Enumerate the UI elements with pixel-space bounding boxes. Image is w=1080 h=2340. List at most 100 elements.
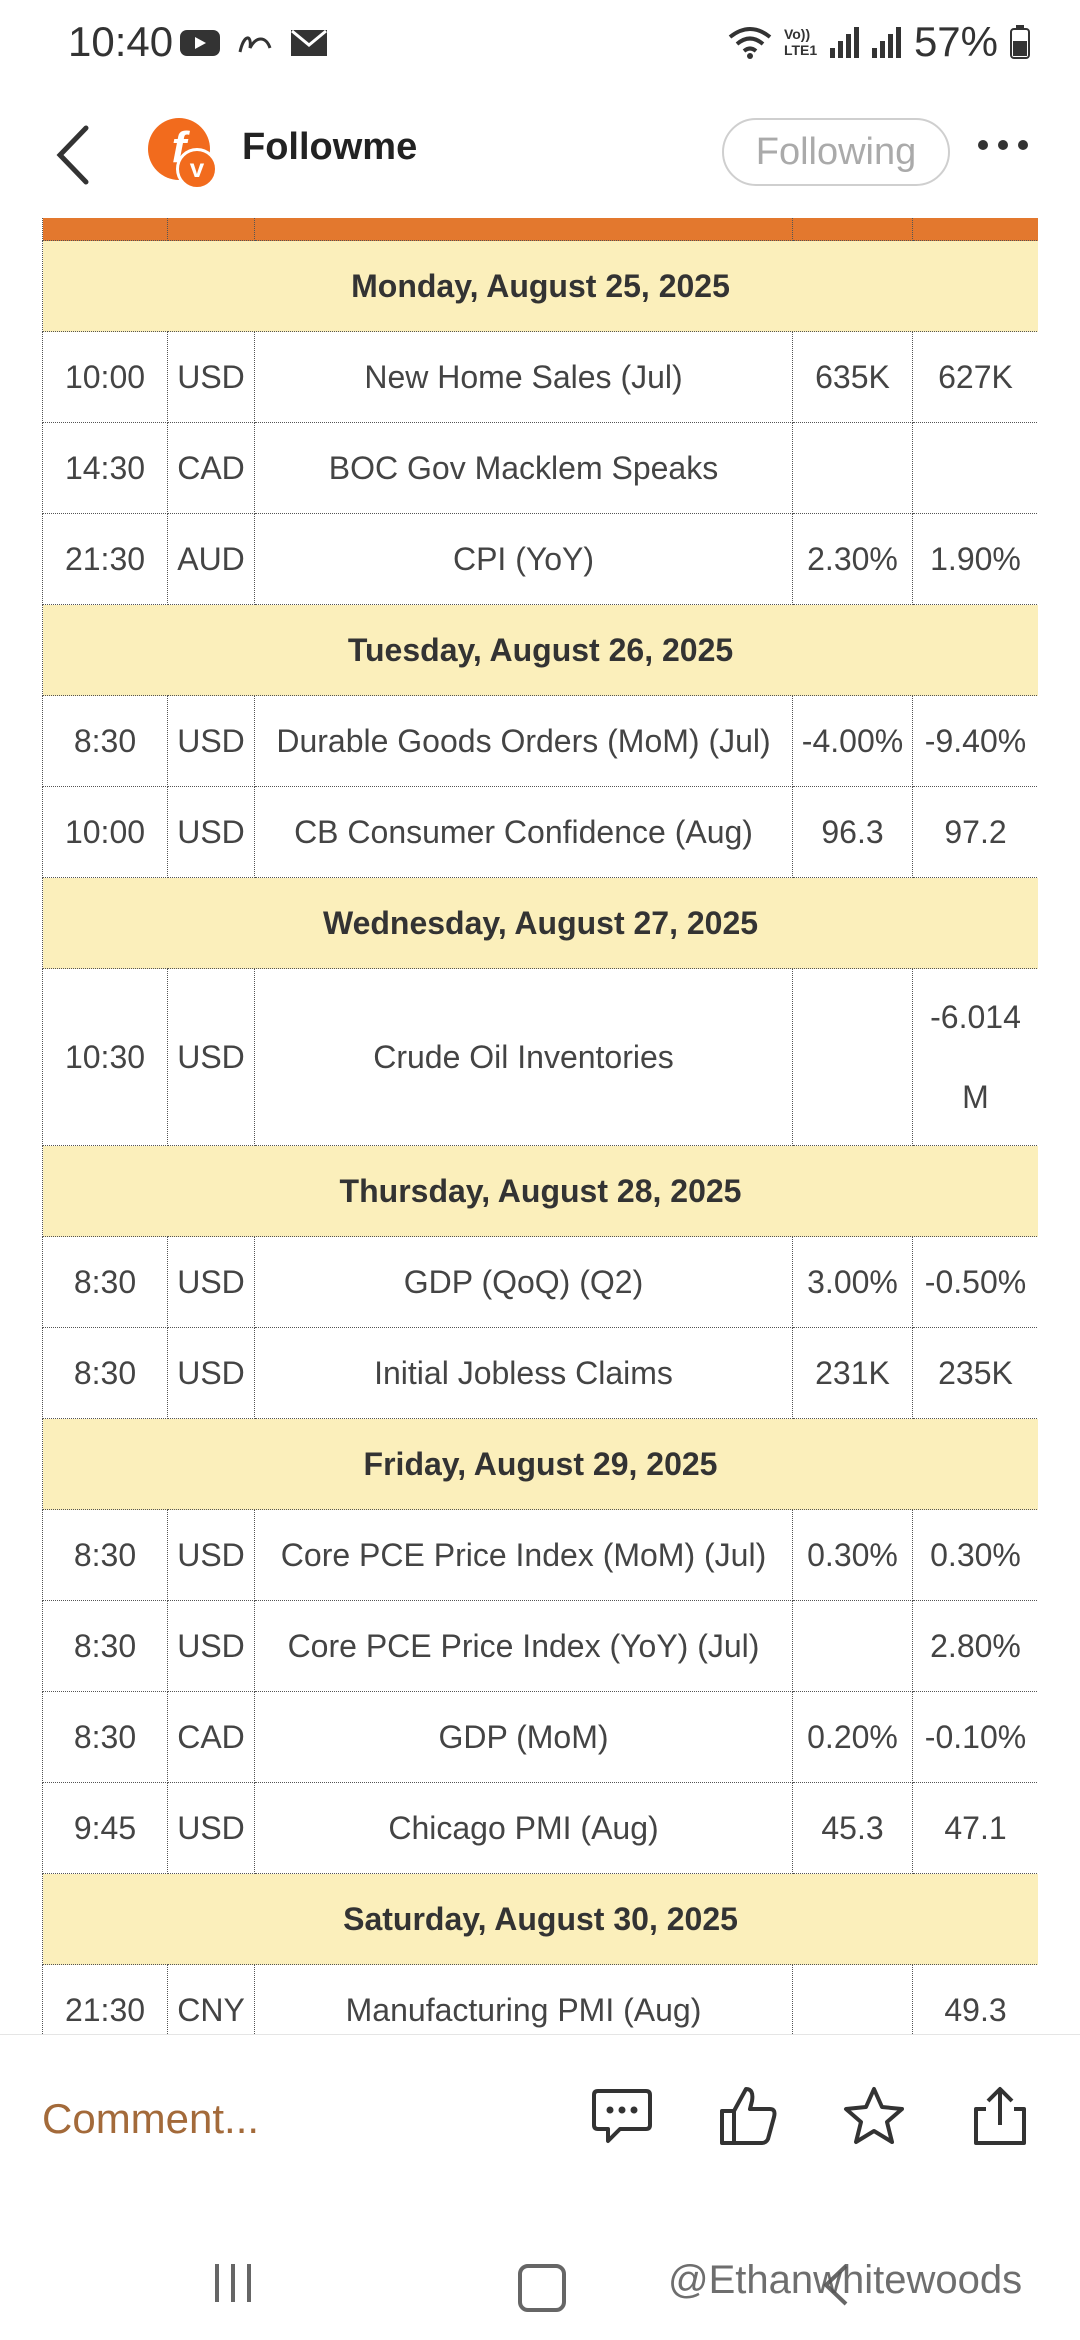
following-button[interactable]: Following (722, 118, 950, 186)
table-row: 10:30 USD Crude Oil Inventories -6.014 M (42, 968, 1038, 1146)
cell-time: 8:30 (42, 695, 168, 787)
signal-icon (829, 27, 859, 58)
cell-previous: -9.40% (912, 695, 1038, 787)
cell-event: CB Consumer Confidence (Aug) (254, 786, 793, 878)
cell-forecast: 96.3 (792, 786, 913, 878)
cell-event: GDP (QoQ) (Q2) (254, 1236, 793, 1328)
cell-currency: USD (167, 786, 255, 878)
like-icon[interactable] (716, 2085, 780, 2147)
cell-time: 21:30 (42, 513, 168, 605)
cell-previous: 235K (912, 1327, 1038, 1419)
back-arrow-icon[interactable] (48, 120, 98, 190)
more-options-icon[interactable] (978, 140, 1028, 150)
cell-time: 10:00 (42, 331, 168, 423)
cell-currency: USD (167, 1600, 255, 1692)
table-row: 8:30 CAD GDP (MoM) 0.20% -0.10% (42, 1691, 1038, 1783)
cell-time: 8:30 (42, 1691, 168, 1783)
page-title[interactable]: Followme (242, 126, 418, 168)
recent-apps-icon[interactable] (215, 2264, 251, 2302)
bottom-action-bar: Comment... (0, 2034, 1080, 2235)
cell-event: New Home Sales (Jul) (254, 331, 793, 423)
cell-time: 21:30 (42, 1964, 168, 2034)
status-bar: 10:40 Vo)) LTE1 57% (0, 0, 1080, 90)
table-row: 8:30 USD Core PCE Price Index (YoY) (Jul) 2… (42, 1600, 1038, 1692)
economic-calendar-table: Monday, August 25, 2025 10:00 USD New Home … (42, 218, 1038, 2034)
cell-previous: -0.10% (912, 1691, 1038, 1783)
cell-forecast: -4.00% (792, 695, 913, 787)
cell-previous: 627K (912, 331, 1038, 423)
cell-currency: USD (167, 1509, 255, 1601)
table-row: 9:45 USD Chicago PMI (Aug) 45.3 47.1 (42, 1782, 1038, 1874)
cell-previous: -0.50% (912, 1236, 1038, 1328)
day-label: Friday, August 29, 2025 (42, 1418, 1038, 1510)
table-row: 8:30 USD Core PCE Price Index (MoM) (Jul) 0… (42, 1509, 1038, 1601)
cell-currency: CNY (167, 1964, 255, 2034)
cell-forecast: 3.00% (792, 1236, 913, 1328)
cell-previous: -6.014 M (912, 968, 1038, 1146)
nav-back-icon[interactable] (820, 2262, 850, 2308)
system-nav-bar: @Ethanwhitewoods (0, 2234, 1080, 2340)
cell-event: Durable Goods Orders (MoM) (Jul) (254, 695, 793, 787)
cell-event: Crude Oil Inventories (254, 968, 793, 1146)
comment-icon[interactable] (590, 2085, 654, 2147)
cell-forecast: 0.20% (792, 1691, 913, 1783)
cell-event: GDP (MoM) (254, 1691, 793, 1783)
day-header-row: Tuesday, August 26, 2025 (42, 604, 1038, 696)
table-row: 8:30 USD Durable Goods Orders (MoM) (Jul) -… (42, 695, 1038, 787)
cell-currency: CAD (167, 1691, 255, 1783)
cell-currency: AUD (167, 513, 255, 605)
cell-forecast (792, 422, 913, 514)
share-icon[interactable] (968, 2085, 1032, 2147)
volte-icon: Vo)) LTE1 (783, 26, 818, 58)
favorite-icon[interactable] (842, 2085, 906, 2147)
table-row: 14:30 CAD BOC Gov Macklem Speaks (42, 422, 1038, 514)
cell-currency: CAD (167, 422, 255, 514)
cell-event: Core PCE Price Index (MoM) (Jul) (254, 1509, 793, 1601)
day-header-row: Saturday, August 30, 2025 (42, 1873, 1038, 1965)
cell-forecast: 2.30% (792, 513, 913, 605)
table-row: 21:30 AUD CPI (YoY) 2.30% 1.90% (42, 513, 1038, 605)
cell-time: 8:30 (42, 1327, 168, 1419)
cell-event: Manufacturing PMI (Aug) (254, 1964, 793, 2034)
cell-forecast: 45.3 (792, 1782, 913, 1874)
cell-event: BOC Gov Macklem Speaks (254, 422, 793, 514)
cell-time: 10:30 (42, 968, 168, 1146)
cell-currency: USD (167, 331, 255, 423)
day-label: Saturday, August 30, 2025 (42, 1873, 1038, 1965)
cell-forecast (792, 968, 913, 1146)
comment-input[interactable]: Comment... (42, 2095, 260, 2142)
battery-percent: 57% (913, 18, 998, 65)
table-row: 21:30 CNY Manufacturing PMI (Aug) 49.3 (42, 1964, 1038, 2034)
cell-time: 8:30 (42, 1509, 168, 1601)
cell-previous: 0.30% (912, 1509, 1038, 1601)
cell-previous: 1.90% (912, 513, 1038, 605)
cell-previous (912, 422, 1038, 514)
table-header-bar (42, 218, 1038, 241)
day-header-row: Wednesday, August 27, 2025 (42, 877, 1038, 969)
cell-previous: 49.3 (912, 1964, 1038, 2034)
cell-forecast: 231K (792, 1327, 913, 1419)
cell-currency: USD (167, 968, 255, 1146)
app-header: f v Followme Following (0, 100, 1080, 210)
home-icon[interactable] (518, 2264, 566, 2312)
verified-badge: v (176, 148, 218, 190)
cell-currency: USD (167, 1236, 255, 1328)
notification-icons (180, 28, 328, 58)
cell-event: CPI (YoY) (254, 513, 793, 605)
cell-previous: 47.1 (912, 1782, 1038, 1874)
cell-currency: USD (167, 695, 255, 787)
cell-forecast: 0.30% (792, 1509, 913, 1601)
cell-currency: USD (167, 1782, 255, 1874)
youtube-icon (180, 30, 220, 56)
cell-time: 9:45 (42, 1782, 168, 1874)
cell-event: Core PCE Price Index (YoY) (Jul) (254, 1600, 793, 1692)
cell-forecast: 635K (792, 331, 913, 423)
table-row: 8:30 USD Initial Jobless Claims 231K 235K (42, 1327, 1038, 1419)
day-label: Monday, August 25, 2025 (42, 240, 1038, 332)
battery-icon (1010, 25, 1030, 59)
day-header-row: Monday, August 25, 2025 (42, 240, 1038, 332)
cell-event: Chicago PMI (Aug) (254, 1782, 793, 1874)
watermark-text: @Ethanwhitewoods (668, 2258, 1023, 2302)
day-label: Wednesday, August 27, 2025 (42, 877, 1038, 969)
cell-previous: 97.2 (912, 786, 1038, 878)
